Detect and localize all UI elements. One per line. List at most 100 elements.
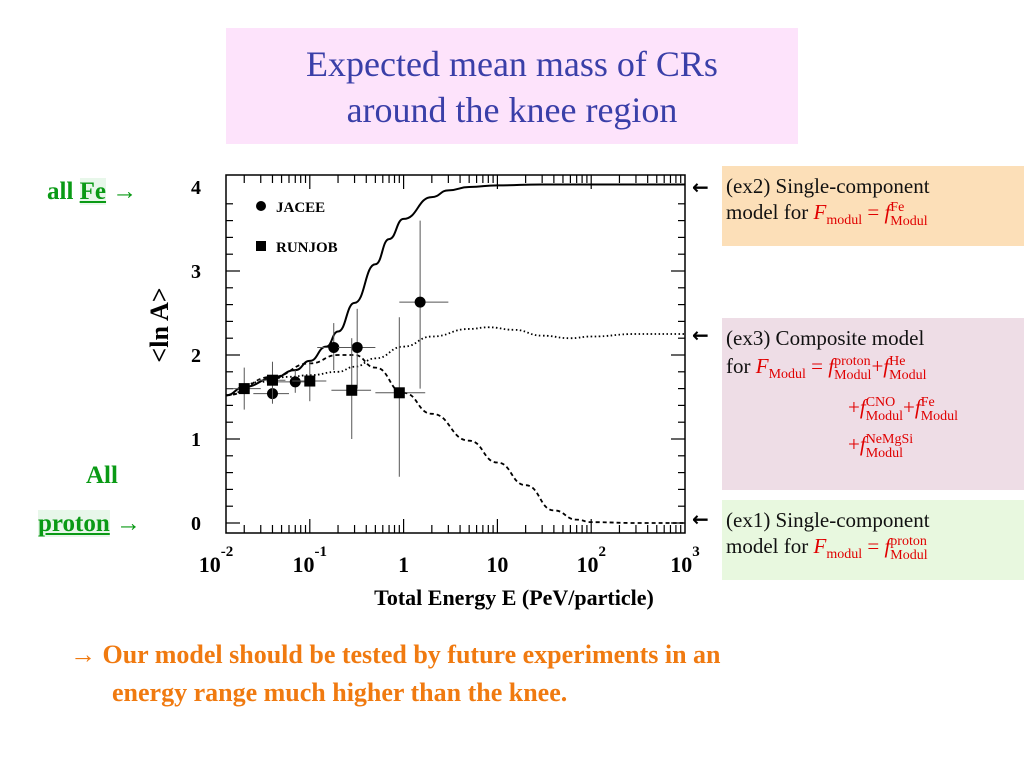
x-tick-label: 10 <box>486 552 508 577</box>
ex1-box: (ex1) Single-component model for Fmodul … <box>722 500 1024 580</box>
x-tick-label: 1 <box>398 552 409 577</box>
axis-ticks <box>226 175 685 533</box>
curve-dotted <box>225 326 685 397</box>
legend-runjob-label: RUNJOB <box>276 240 338 256</box>
ex2-f-sub: Modul <box>890 214 928 229</box>
ex3-cno-sup: CNO <box>865 395 896 410</box>
label-all-fe-prefix: all <box>47 178 80 205</box>
ex3-fe-sup: Fe <box>920 395 935 410</box>
ex3-box: (ex3) Composite model for FModul = f prot… <box>722 318 1024 490</box>
legend-jacee-marker <box>256 201 266 211</box>
ex3-eq: = <box>805 354 829 378</box>
ex2-text2: model for <box>726 200 814 224</box>
ex3-proton-sup: proton <box>834 354 871 369</box>
ex2-F: F <box>813 200 827 224</box>
ex3-f-cno: f <box>859 395 866 419</box>
x-tick-exponent: -2 <box>221 544 234 560</box>
data-point-jacee <box>414 296 426 308</box>
ex3-F: F <box>755 354 769 378</box>
data-point-runjob <box>304 375 316 387</box>
title-line-2: around the knee region <box>346 90 678 130</box>
ex3-plus-he: + <box>871 354 884 378</box>
y-tick-label: 3 <box>191 261 201 283</box>
data-point-jacee <box>328 341 340 353</box>
legend-jacee-label: JACEE <box>276 200 325 216</box>
ex3-proton-sub: Modul <box>834 368 872 383</box>
ex3-fe-scripts: Fe Modul <box>921 396 958 424</box>
data-point-runjob <box>346 384 358 396</box>
label-all-proton: proton → <box>38 510 141 538</box>
label-all-fe: all Fe → <box>47 178 137 206</box>
x-tick-labels: 10-2 10-1 1 10 102 103 <box>199 544 700 577</box>
y-tick-label: 2 <box>191 345 201 367</box>
curve-dashed <box>225 354 685 524</box>
ex3-he-sub: Modul <box>889 368 927 383</box>
conclusion-line-1: → Our model should be tested by future e… <box>70 640 721 669</box>
ex2-formula: model for Fmodul = f Fe Modul <box>726 200 1024 233</box>
ex3-nemgsi-sup: NeMgSi <box>865 432 914 447</box>
ex1-f-sup: proton <box>890 534 927 549</box>
ex3-proton-scripts: proton Modul <box>834 355 871 383</box>
y-axis-label: <ln A> <box>145 287 174 362</box>
ex3-f-fe: f <box>914 395 921 419</box>
x-tick-base: 10 <box>576 552 598 577</box>
conclusion-line-2: energy range much higher than the knee. <box>112 678 568 707</box>
ex3-plus-fe: + <box>903 395 915 419</box>
plot-frame <box>225 174 686 534</box>
ex2-f: f <box>884 200 891 224</box>
ex2-eq: = <box>862 200 885 224</box>
x-tick-exponent: 3 <box>692 544 700 560</box>
curve-solid <box>225 183 685 397</box>
data-point-jacee <box>351 341 363 353</box>
y-tick-label: 4 <box>191 177 201 199</box>
y-tick-label: 1 <box>191 429 201 451</box>
ex3-formula-line3: +f NeMgSi Modul <box>726 432 1024 461</box>
y-tick-labels: 0 1 2 3 4 <box>191 177 201 535</box>
ex3-text1: (ex3) Composite model <box>726 326 925 350</box>
x-tick-base: 10 <box>293 552 315 577</box>
ex3-cno-scripts: CNO Modul <box>866 396 903 424</box>
model-curves <box>225 183 685 524</box>
x-tick-label: 103 <box>670 544 700 577</box>
ex3-f-proton: f <box>828 354 835 378</box>
ex2-f-scripts: Fe Modul <box>890 201 927 229</box>
ex3-F-sub: Modul <box>768 367 806 382</box>
data-point-jacee <box>289 376 301 388</box>
label-all-proton-line1: All <box>86 462 118 489</box>
ex2-arrow: ← <box>692 175 709 199</box>
ex3-f-he: f <box>883 354 890 378</box>
ex2-f-sup: Fe <box>890 200 905 215</box>
data-point-runjob <box>393 387 405 399</box>
ex3-formula-line2: +f CNO Modul +f Fe Modul <box>726 395 1024 424</box>
ex3-cno-sub: Modul <box>865 409 904 424</box>
ex3-nemgsi-sub: Modul <box>865 446 904 461</box>
ex1-formula: model for Fmodul = f proton Modul <box>726 534 1024 567</box>
ex1-f-scripts: proton Modul <box>890 535 927 563</box>
label-all-proton-arrow: → <box>116 510 142 537</box>
x-tick-label: 10-2 <box>199 544 234 577</box>
ex1-text1: (ex1) Single-component <box>726 508 930 532</box>
ex1-eq: = <box>862 534 885 558</box>
x-tick-base: 10 <box>199 552 221 577</box>
x-tick-exponent: 2 <box>598 544 606 560</box>
x-tick-base: 10 <box>486 552 508 577</box>
label-fe: Fe <box>79 178 107 205</box>
ex1-f-sub: Modul <box>890 548 928 563</box>
ex3-he-sup: He <box>889 354 906 369</box>
legend-runjob-marker <box>256 241 266 251</box>
label-all-fe-arrow: → <box>112 178 138 205</box>
ex3-formula-line1: for FModul = f proton Modul +f He Modul <box>726 354 1024 387</box>
x-tick-label: 102 <box>576 544 606 577</box>
data-points <box>226 220 449 477</box>
ex3-f-nemgsi: f <box>859 432 866 456</box>
ex1-arrow: ← <box>692 507 709 531</box>
ex1-F: F <box>813 534 827 558</box>
x-axis-label: Total Energy E (PeV/particle) <box>374 585 654 610</box>
ex3-nemgsi-scripts: NeMgSi Modul <box>866 433 913 461</box>
ex1-text2: model for <box>726 534 814 558</box>
ex2-box: (ex2) Single-component model for Fmodul … <box>722 166 1024 246</box>
chart-legend: JACEE RUNJOB <box>256 200 338 256</box>
slide-title: Expected mean mass of CRs around the kne… <box>226 28 798 144</box>
data-point-runjob <box>266 374 278 386</box>
